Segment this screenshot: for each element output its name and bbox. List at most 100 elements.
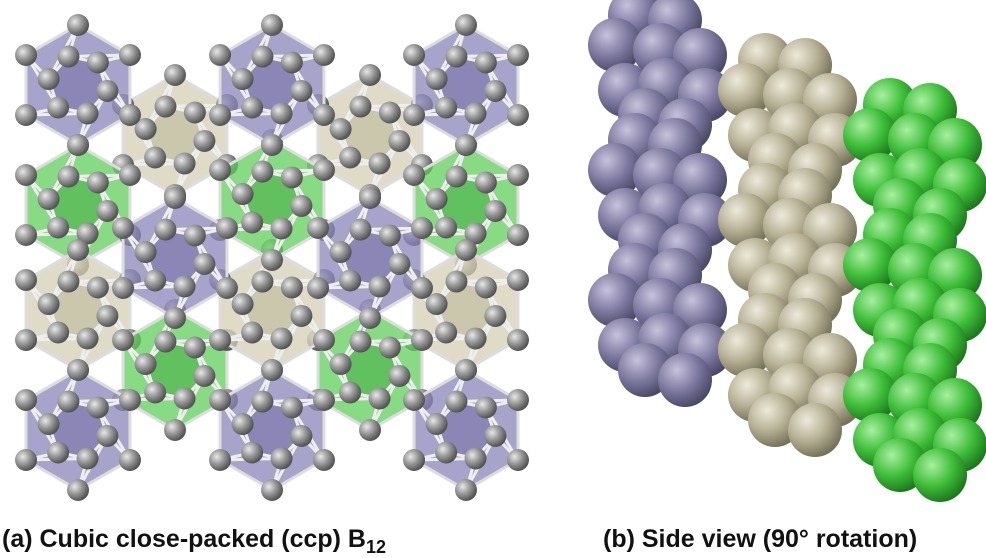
boron-atom bbox=[144, 381, 167, 404]
boron-atom bbox=[15, 44, 38, 66]
icosahedron bbox=[403, 359, 529, 501]
boron-atom bbox=[425, 68, 448, 91]
boron-atom bbox=[270, 327, 293, 350]
boron-atom bbox=[359, 187, 381, 209]
boron-atom bbox=[251, 270, 274, 293]
boron-atom bbox=[290, 304, 313, 327]
boron-atom bbox=[154, 95, 177, 118]
boron-atom bbox=[173, 152, 196, 175]
boron-atom bbox=[484, 199, 507, 222]
boron-atom bbox=[209, 389, 232, 411]
boron-atom bbox=[37, 413, 60, 436]
boron-atom bbox=[270, 447, 293, 470]
boron-atom bbox=[47, 441, 70, 464]
boron-atom bbox=[76, 102, 99, 125]
icosahedron bbox=[15, 359, 141, 501]
icosahedron bbox=[15, 14, 141, 156]
boron-atom bbox=[261, 134, 283, 156]
boron-atom bbox=[506, 224, 529, 246]
boron-atom bbox=[506, 104, 529, 126]
boron-atom bbox=[173, 275, 196, 298]
boron-sphere bbox=[803, 333, 857, 387]
boron-sphere bbox=[803, 203, 857, 257]
boron-atom bbox=[57, 165, 80, 188]
boron-atom bbox=[339, 269, 362, 292]
boron-atom bbox=[67, 359, 89, 381]
icosahedron bbox=[209, 359, 335, 501]
boron-atom bbox=[425, 188, 448, 211]
boron-atom bbox=[474, 171, 497, 194]
boron-atom bbox=[15, 104, 38, 126]
boron-atom bbox=[280, 51, 303, 74]
boron-atom bbox=[96, 424, 119, 447]
boron-atom bbox=[484, 304, 507, 327]
boron-atom bbox=[403, 164, 426, 186]
boron-atom bbox=[445, 45, 468, 68]
boron-atom bbox=[349, 330, 372, 353]
boron-atom bbox=[112, 329, 135, 351]
boron-atom bbox=[435, 321, 458, 344]
boron-atom bbox=[183, 224, 206, 247]
boron-atom bbox=[349, 218, 372, 241]
boron-sphere bbox=[658, 353, 712, 407]
boron-atom bbox=[261, 249, 283, 271]
boron-atom bbox=[47, 96, 70, 119]
boron-atom bbox=[15, 449, 38, 471]
boron-atom bbox=[209, 44, 232, 66]
boron-atom bbox=[410, 217, 433, 239]
boron-atom bbox=[403, 389, 426, 411]
boron-atom bbox=[312, 159, 335, 181]
boron-sphere bbox=[718, 63, 772, 117]
icosahedron bbox=[209, 14, 335, 156]
boron-atom bbox=[280, 276, 303, 299]
boron-atom bbox=[506, 389, 529, 411]
boron-atom bbox=[290, 424, 313, 447]
boron-atom bbox=[506, 44, 529, 66]
boron-atom bbox=[425, 293, 448, 316]
icosahedron bbox=[209, 129, 335, 271]
boron-sphere bbox=[673, 28, 727, 82]
boron-atom bbox=[506, 329, 529, 351]
boron-atom bbox=[329, 353, 352, 376]
boron-atom bbox=[290, 194, 313, 217]
boron-atom bbox=[96, 304, 119, 327]
boron-sphere bbox=[843, 238, 897, 292]
boron-atom bbox=[15, 329, 38, 351]
boron-atom bbox=[47, 321, 70, 344]
boron-atom bbox=[445, 165, 468, 188]
boron-atom bbox=[215, 217, 238, 239]
boron-atom bbox=[47, 216, 70, 239]
boron-atom bbox=[464, 102, 487, 125]
boron-sphere bbox=[673, 153, 727, 207]
boron-atom bbox=[410, 329, 433, 351]
boron-atom bbox=[193, 129, 216, 152]
boron-sphere bbox=[803, 73, 857, 127]
boron-atom bbox=[76, 447, 99, 470]
boron-atom bbox=[506, 269, 529, 291]
caption-a-subscript: 12 bbox=[366, 537, 386, 557]
boron-sphere bbox=[718, 323, 772, 377]
boron-atom bbox=[445, 270, 468, 293]
boron-atom bbox=[339, 381, 362, 404]
boron-atom bbox=[86, 396, 109, 419]
boron-sphere bbox=[843, 108, 897, 162]
boron-atom bbox=[134, 118, 157, 141]
boron-atom bbox=[15, 164, 38, 186]
boron-atom bbox=[86, 171, 109, 194]
boron-atom bbox=[368, 275, 391, 298]
boron-atom bbox=[280, 166, 303, 189]
boron-atom bbox=[378, 336, 401, 359]
boron-atom bbox=[134, 353, 157, 376]
icosahedron bbox=[15, 239, 141, 381]
boron-atom bbox=[164, 64, 186, 86]
icosahedron bbox=[403, 14, 529, 156]
boron-sphere bbox=[673, 283, 727, 337]
boron-atom bbox=[464, 447, 487, 470]
boron-atom bbox=[183, 101, 206, 124]
caption-b: (b) Side view (90° rotation) bbox=[603, 525, 917, 553]
icosahedron bbox=[403, 239, 529, 381]
boron-atom bbox=[215, 277, 238, 299]
boron-atom bbox=[484, 424, 507, 447]
boron-atom bbox=[154, 218, 177, 241]
